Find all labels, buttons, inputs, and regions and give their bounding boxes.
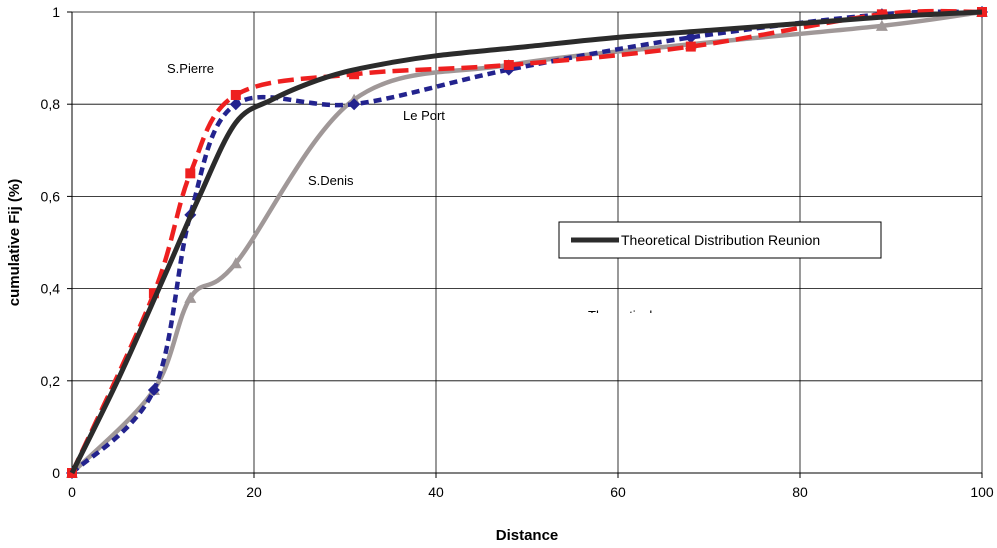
data-point-s-denis [875, 19, 888, 31]
data-point-le-port [348, 98, 361, 111]
data-point-s-pierre [230, 89, 241, 100]
y-axis-title: cumulative Fij (%) [6, 179, 23, 307]
series-line-theoretical-distribution-reunion [69, 9, 983, 475]
legend: Theoretical Distribution Reunion [558, 221, 882, 259]
data-point-s-pierre [977, 7, 987, 17]
legend-label: Theoretical Distribution Reunion [621, 232, 820, 248]
y-tick-label: 0,8 [41, 96, 61, 112]
data-point-s-denis [184, 291, 197, 303]
data-point-s-pierre [185, 168, 196, 179]
data-point-s-pierre [876, 9, 887, 20]
tick-labels: 0 20 40 60 80 100 0 0,2 0,4 0,6 0,8 1 [41, 4, 994, 500]
x-tick-label: 0 [68, 484, 76, 500]
x-tick-label: 60 [610, 484, 626, 500]
annotation-le-port: Le Port [403, 108, 445, 123]
x-axis-title: Distance [496, 527, 559, 544]
data-point-s-pierre [503, 60, 514, 71]
x-tick-label: 100 [970, 484, 994, 500]
data-point-s-pierre [148, 288, 159, 299]
series-line-s-denis [70, 9, 983, 475]
series-line-s-pierre [69, 8, 983, 474]
annotations: S.Pierre Le Port S.Denis Theoretical [167, 61, 652, 323]
x-tick-label: 20 [246, 484, 262, 500]
annotation-partial-theoretical: Theoretical [588, 308, 652, 323]
annotation-s-pierre: S.Pierre [167, 61, 214, 76]
data-point-s-pierre [685, 41, 696, 52]
x-tick-label: 40 [428, 484, 444, 500]
gridlines [72, 11, 983, 473]
y-tick-label: 0 [52, 465, 60, 481]
data-point-le-port [147, 384, 160, 397]
data-point-s-pierre [349, 69, 360, 80]
y-tick-label: 0,2 [41, 373, 61, 389]
y-tick-label: 1 [52, 4, 60, 20]
annotation-s-denis: S.Denis [308, 173, 354, 188]
y-tick-label: 0,4 [41, 281, 61, 297]
y-tick-label: 0,6 [41, 188, 61, 204]
data-point-s-denis [229, 257, 242, 269]
data-point-le-port [229, 98, 242, 111]
x-tick-label: 80 [792, 484, 808, 500]
data-series [66, 6, 988, 479]
